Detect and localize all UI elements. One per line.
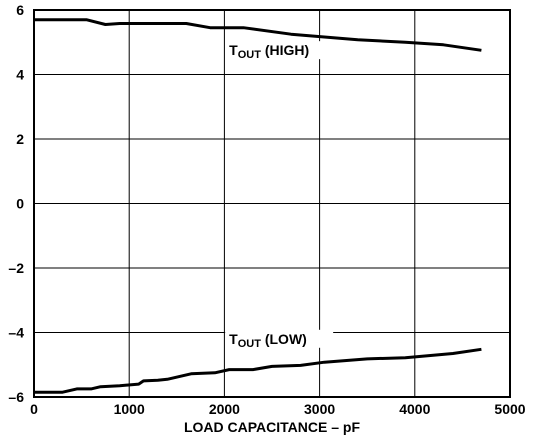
y-tick-label: 4 [16,67,24,83]
x-tick-label: 4000 [399,401,430,417]
y-tick-label: 6 [16,2,24,18]
y-tick-label: 0 [16,196,24,212]
y-tick-label: –4 [8,325,24,341]
y-tick-label: 2 [16,131,24,147]
y-tick-label: –6 [8,389,24,405]
series-line [34,349,481,392]
x-axis-title: LOAD CAPACITANCE – pF [184,419,360,435]
x-tick-label: 0 [30,401,38,417]
y-tick-label: –2 [8,260,24,276]
x-tick-label: 3000 [304,401,335,417]
x-tick-label: 5000 [494,401,525,417]
x-tick-label: 1000 [114,401,145,417]
x-tick-label: 2000 [209,401,240,417]
series-labels: TOUT (HIGH)TOUT (LOW) [225,41,333,350]
